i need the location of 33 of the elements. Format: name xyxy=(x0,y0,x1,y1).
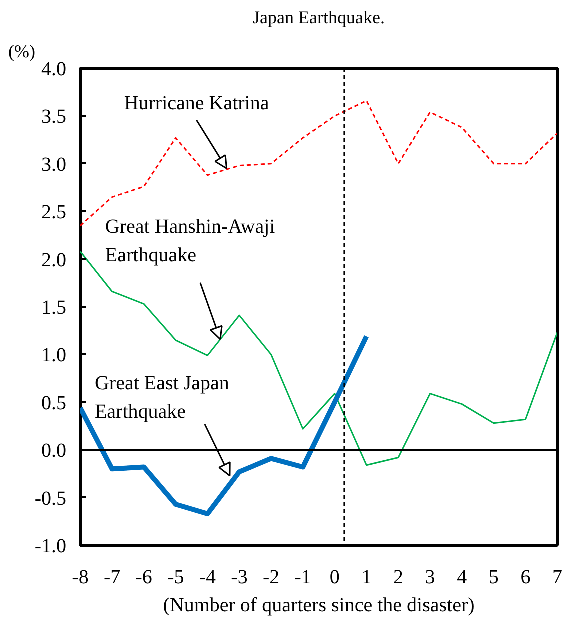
x-tick-label: 2 xyxy=(394,566,404,588)
annotation: Great East Japan Earthquake xyxy=(94,372,230,424)
x-tick-label: -4 xyxy=(199,566,216,588)
y-tick-label: 3.0 xyxy=(42,154,66,176)
y-tick-label: 2.0 xyxy=(42,249,66,272)
chart-title: Japan Earthquake. xyxy=(253,8,385,28)
y-tick-label: 1.5 xyxy=(42,297,66,319)
x-tick-label: 5 xyxy=(488,566,499,588)
x-tick-label: -6 xyxy=(136,566,152,588)
x-tick-label: -7 xyxy=(104,566,121,588)
y-axis-title: (%) xyxy=(8,42,36,62)
y-tick-label: -0.5 xyxy=(34,488,67,510)
x-tick-label: 1 xyxy=(362,566,372,588)
y-tick-label: 2.5 xyxy=(42,202,66,224)
annotation: Hurricane Katrina xyxy=(124,92,270,115)
x-tick-label: -3 xyxy=(231,566,248,588)
y-tick-label: 0.5 xyxy=(42,392,66,414)
x-tick-label: 0 xyxy=(330,566,340,588)
x-tick-label: -1 xyxy=(294,566,312,588)
x-tick-label: 4 xyxy=(457,566,468,588)
x-tick-label: -2 xyxy=(262,566,280,588)
x-tick-label: 3 xyxy=(425,566,436,588)
x-axis-title: (Number of quarters since the disaster) xyxy=(163,594,475,616)
x-tick-label: 7 xyxy=(552,566,562,588)
x-tick-label: 6 xyxy=(520,566,531,588)
y-tick-label: -1.0 xyxy=(34,536,67,558)
y-tick-label: 0.0 xyxy=(42,440,66,462)
annotation: Great Hanshin-Awaji Earthquake xyxy=(105,216,276,267)
x-tick-label: -5 xyxy=(168,566,184,588)
y-tick-label: 3.5 xyxy=(42,106,66,128)
x-tick-label: -8 xyxy=(72,566,89,588)
y-tick-label: 1.0 xyxy=(42,344,66,367)
y-tick-label: 4.0 xyxy=(42,58,66,80)
